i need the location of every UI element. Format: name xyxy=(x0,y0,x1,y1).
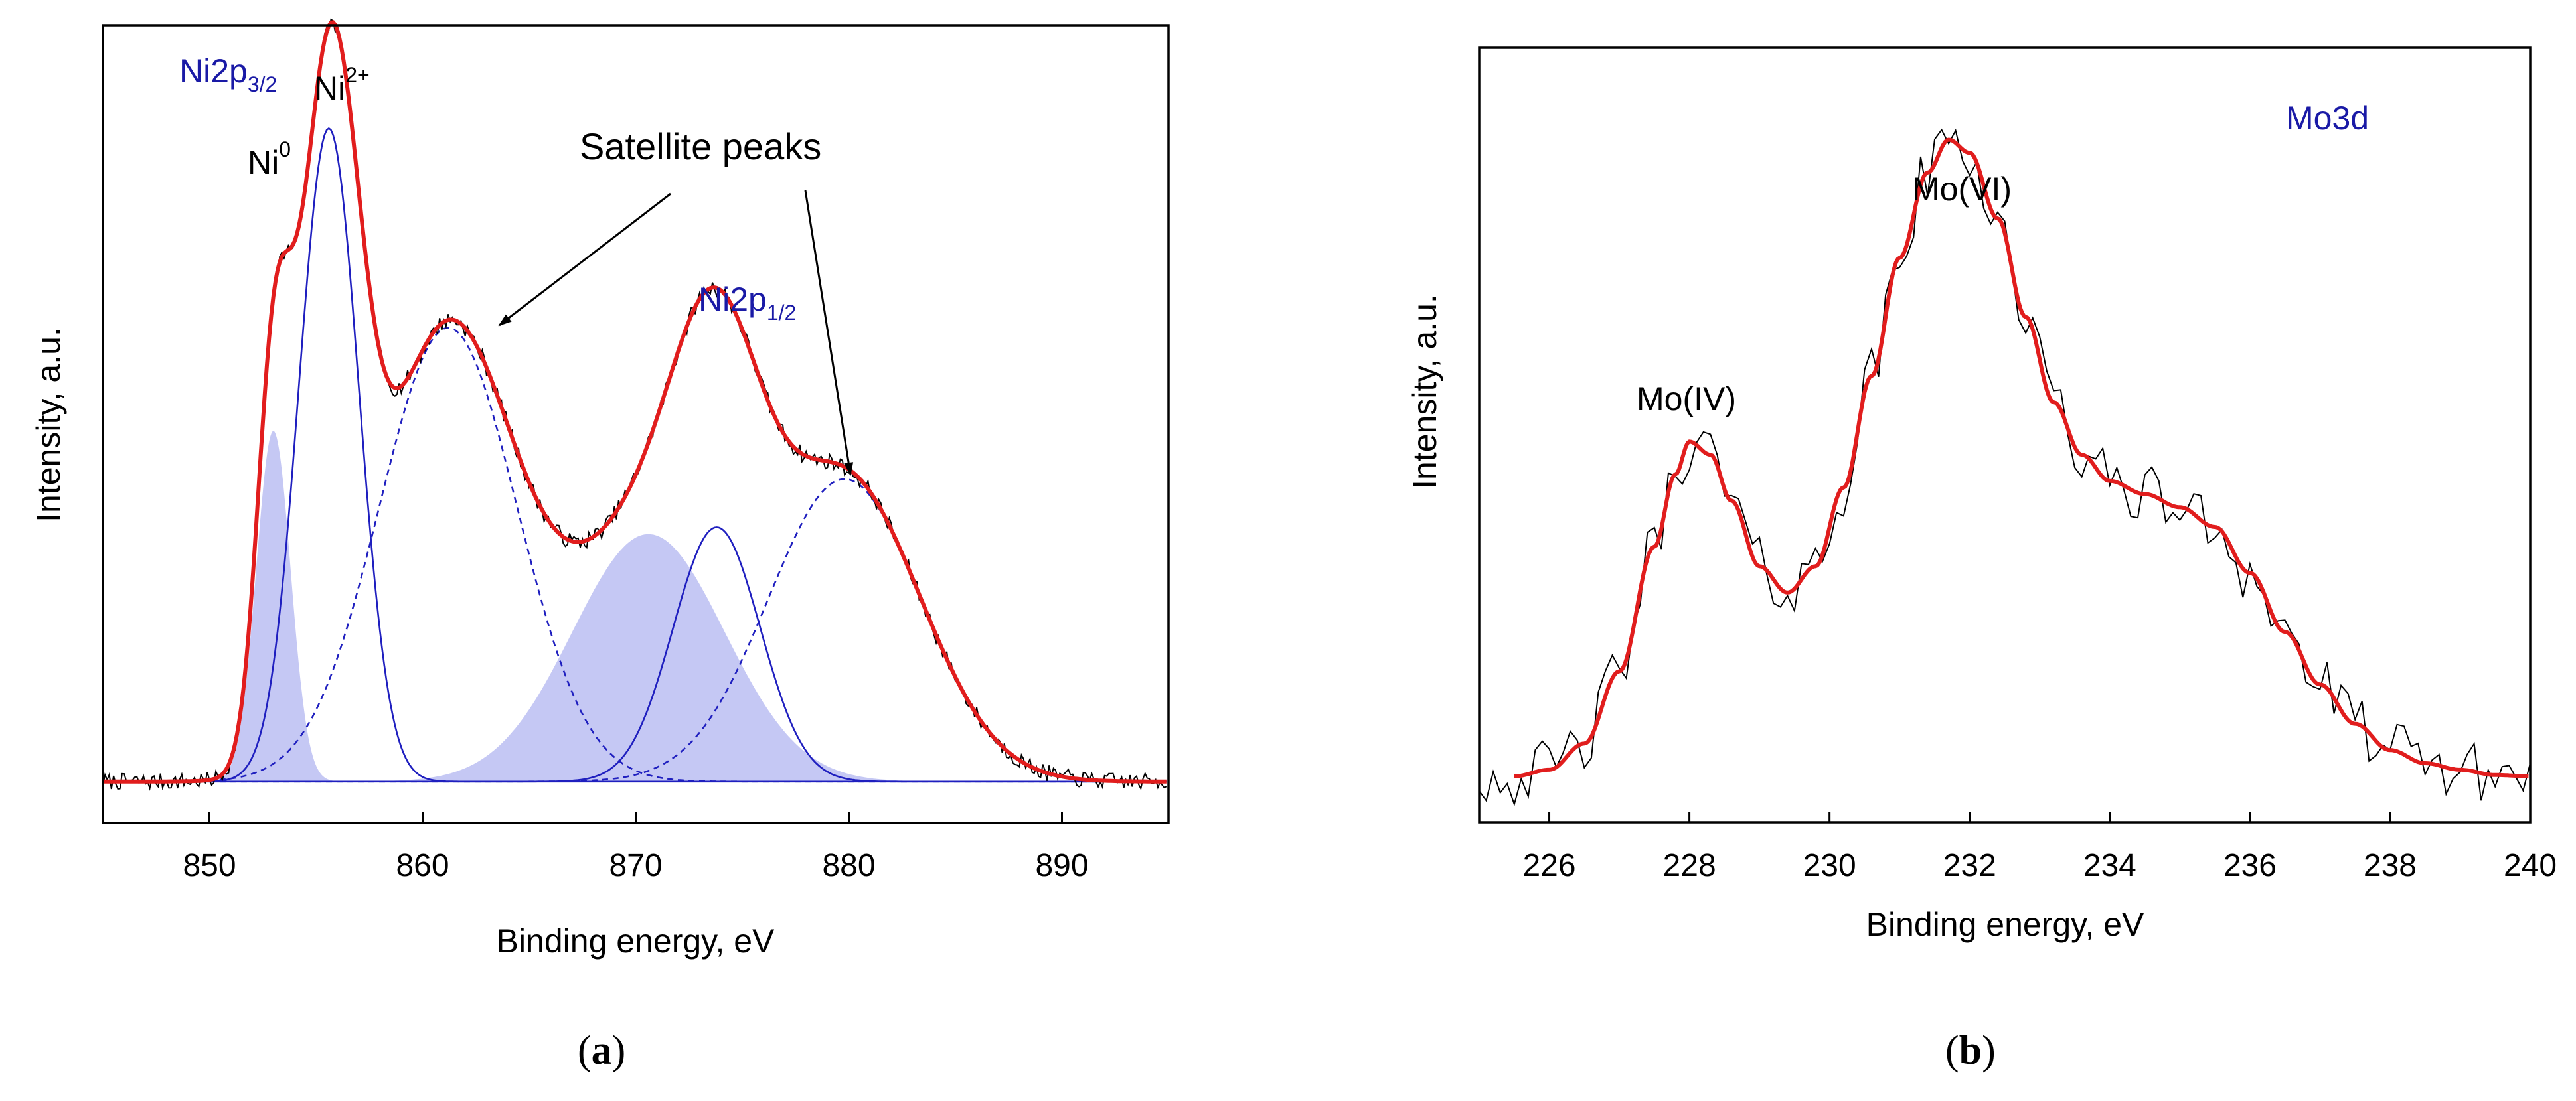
chart-b-x-tick-label: 234 xyxy=(2083,848,2136,883)
chart-a-y-axis-label: Intensity, a.u. xyxy=(30,327,67,522)
chart-a-x-axis-label: Binding energy, eV xyxy=(497,922,775,960)
chart-b-x-ticks: 226 228 230 232 234 236 238 240 xyxy=(1522,812,2557,883)
chart-b-raw-spectrum xyxy=(1479,128,2531,807)
chart-a-x-tick-label: 870 xyxy=(609,848,662,883)
chart-a-label-ni2p32: Ni2p3/2 xyxy=(179,52,277,96)
chart-a-label-ni2p12: Ni2p1/2 xyxy=(698,281,796,325)
chart-b: 226 228 230 232 234 236 238 240 Binding energy,… xyxy=(1406,46,2557,943)
chart-a-x-tick-label: 860 xyxy=(396,848,449,883)
chart-b-x-tick-label: 236 xyxy=(2223,848,2277,883)
chart-a-component-fill-0 xyxy=(208,431,338,782)
chart-a-x-tick-label: 890 xyxy=(1035,848,1088,883)
chart-a-x-tick-label: 850 xyxy=(183,848,236,883)
chart-a-component-4 xyxy=(103,526,1167,783)
panel-label-b: (b) xyxy=(1945,1028,1996,1073)
chart-b-x-tick-label: 228 xyxy=(1663,848,1716,883)
chart-b-title: Mo3d xyxy=(2286,100,2369,137)
chart-a: 850 860 870 880 890 Binding energy, eV Inten… xyxy=(30,18,1170,960)
chart-b-label-mo4: Mo(IV) xyxy=(1637,380,1736,417)
chart-a-envelope xyxy=(103,20,1167,784)
chart-a-satellite-arrow-right xyxy=(804,190,854,476)
chart-b-x-tick-label: 240 xyxy=(2504,848,2557,883)
chart-a-filled-components xyxy=(208,431,935,782)
chart-a-label-ni0: Ni0 xyxy=(248,137,291,181)
chart-a-component-fill-3 xyxy=(362,534,935,782)
chart-b-x-tick-label: 226 xyxy=(1522,848,1575,883)
chart-b-x-tick-label: 232 xyxy=(1943,848,1996,883)
chart-a-x-ticks: 850 860 870 880 890 xyxy=(183,812,1089,883)
chart-b-envelope-fit xyxy=(1514,137,2529,778)
chart-a-label-satellite: Satellite peaks xyxy=(580,125,821,167)
panel-label-a: (a) xyxy=(578,1028,626,1073)
chart-b-frame xyxy=(1478,46,2532,824)
chart-b-raw-data xyxy=(1479,128,2531,807)
chart-b-label-mo6: Mo(VI) xyxy=(1912,171,2012,208)
chart-a-x-tick-label: 880 xyxy=(822,848,875,883)
chart-a-satellite-arrow-left xyxy=(498,192,671,327)
chart-a-envelope-fit xyxy=(103,20,1167,784)
chart-a-label-ni2: Ni2+ xyxy=(314,63,370,107)
chart-b-y-axis-label: Intensity, a.u. xyxy=(1406,294,1443,489)
chart-b-x-tick-label: 230 xyxy=(1803,848,1856,883)
chart-b-x-tick-label: 238 xyxy=(2364,848,2417,883)
chart-b-x-axis-label: Binding energy, eV xyxy=(1866,906,2144,943)
chart-b-envelope xyxy=(1514,137,2529,778)
